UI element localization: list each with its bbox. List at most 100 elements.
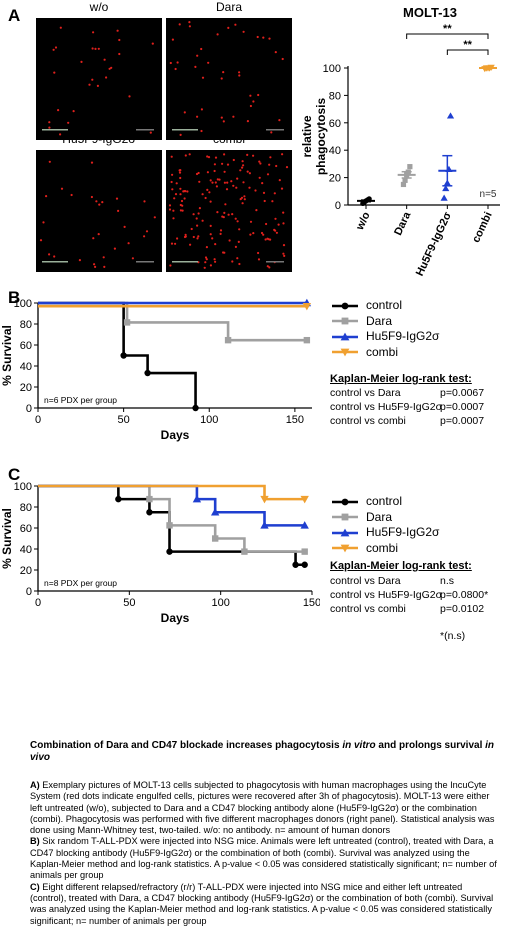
engulfed-cell-dot — [153, 216, 156, 219]
engulfed-cell-dot — [242, 181, 245, 184]
phagocytosis-chart: MOLT-13 0 20 40 60 80 100 relativephagocytosis w… — [300, 5, 500, 278]
legend-swatch — [332, 544, 358, 553]
engulfed-cell-dot — [236, 220, 239, 223]
km-xlabel: Days — [161, 611, 190, 625]
caption-a-label: A) — [30, 780, 40, 790]
legend-label: Hu5F9-IgG2σ — [366, 525, 440, 539]
legend-label: combi — [366, 344, 399, 359]
engulfed-cell-dot — [224, 203, 227, 206]
engulfed-cell-dot — [149, 131, 152, 134]
engulfed-cell-dot — [103, 265, 106, 268]
engulfed-cell-dot — [234, 23, 237, 26]
engulfed-cell-dot — [205, 246, 208, 249]
engulfed-cell-dot — [255, 209, 258, 212]
engulfed-cell-dot — [184, 233, 187, 236]
chart-a-xtick-label: w/o — [354, 210, 373, 233]
engulfed-cell-dot — [151, 42, 154, 45]
engulfed-cell-dot — [94, 47, 97, 50]
engulfed-cell-dot — [168, 204, 172, 207]
km-ytick-label: 20 — [20, 565, 32, 577]
engulfed-cell-dot — [257, 258, 261, 261]
engulfed-cell-dot — [196, 224, 199, 227]
legend-swatch — [332, 513, 358, 521]
engulfed-cell-dot — [183, 111, 186, 114]
chart-a-point — [442, 184, 450, 192]
engulfed-cell-dot — [278, 179, 281, 182]
caption-c-label: C) — [30, 881, 40, 892]
engulfed-cell-dot — [206, 188, 209, 191]
engulfed-cell-dot — [91, 78, 94, 81]
scale-bar — [172, 129, 198, 131]
engulfed-cell-dot — [260, 231, 264, 235]
engulfed-cell-dot — [90, 161, 94, 164]
km-marker — [301, 561, 308, 568]
engulfed-cell-dot — [246, 170, 249, 173]
engulfed-cell-dot — [282, 211, 285, 214]
engulfed-cell-dot — [97, 47, 100, 50]
engulfed-cell-dot — [48, 253, 51, 256]
km-marker — [120, 352, 127, 359]
km-comparison: control vs combi — [330, 603, 406, 615]
engulfed-cell-dot — [249, 220, 253, 223]
chart-a-ylabel: relativephagocytosis — [300, 98, 328, 176]
engulfed-cell-dot — [80, 60, 83, 64]
engulfed-cell-dot — [45, 195, 48, 198]
engulfed-cell-dot — [197, 171, 200, 175]
chart-a-ytick-label: 80 — [329, 90, 341, 102]
engulfed-cell-dot — [235, 186, 238, 189]
km-note: n=6 PDX per group — [44, 395, 117, 405]
km-ytick-label: 100 — [14, 481, 32, 493]
engulfed-cell-dot — [57, 109, 60, 112]
engulfed-cell-dot — [181, 209, 184, 212]
engulfed-cell-dot — [221, 215, 224, 218]
engulfed-cell-dot — [39, 239, 43, 242]
engulfed-cell-dot — [218, 178, 221, 181]
km-marker — [300, 521, 309, 529]
engulfed-cell-dot — [67, 121, 70, 124]
micrograph-combi-label: combi — [212, 132, 245, 146]
engulfed-cell-dot — [206, 171, 209, 174]
engulfed-cell-dot — [52, 48, 55, 51]
km-p-value: p=0.0007 — [440, 401, 485, 413]
engulfed-cell-dot — [232, 158, 235, 162]
engulfed-cell-dot — [238, 228, 241, 231]
caption-b-text: Six random T-ALL-PDX were injected into … — [30, 836, 497, 881]
engulfed-cell-dot — [178, 23, 181, 26]
engulfed-cell-dot — [96, 84, 99, 87]
km-comparison: control vs Dara — [330, 575, 401, 587]
km-marker — [303, 336, 311, 344]
legend-swatch — [332, 317, 358, 325]
km-line-dara — [38, 301, 307, 342]
engulfed-cell-dot — [59, 133, 62, 136]
engulfed-cell-dot — [241, 160, 244, 163]
engulfed-cell-dot — [101, 201, 104, 204]
engulfed-cell-dot — [277, 223, 280, 226]
engulfed-cell-dot — [227, 213, 230, 216]
legend-item: control — [330, 494, 402, 508]
panel-c-letter: C — [8, 465, 21, 484]
engulfed-cell-dot — [208, 191, 211, 194]
legend-item: combi — [330, 345, 398, 359]
legend-swatch — [332, 302, 358, 310]
km-marker — [192, 494, 202, 503]
engulfed-cell-dot — [102, 256, 105, 259]
timestamp-mark — [136, 129, 154, 131]
engulfed-cell-dot — [59, 26, 62, 29]
engulfed-cell-dot — [209, 264, 212, 267]
engulfed-cell-dot — [266, 265, 269, 268]
engulfed-cell-dot — [223, 181, 226, 184]
engulfed-cell-dot — [196, 115, 199, 118]
engulfed-cell-dot — [195, 172, 199, 176]
chart-a-point — [400, 181, 407, 188]
engulfed-cell-dot — [188, 153, 191, 156]
km-xtick-label: 100 — [200, 414, 218, 426]
engulfed-cell-dot — [70, 193, 73, 197]
engulfed-cell-dot — [97, 233, 100, 236]
engulfed-cell-dot — [274, 51, 277, 54]
engulfed-cell-dot — [252, 100, 255, 103]
engulfed-cell-dot — [201, 219, 204, 222]
engulfed-cell-dot — [113, 247, 116, 250]
engulfed-cell-dot — [192, 213, 195, 216]
engulfed-cell-dot — [201, 193, 204, 196]
engulfed-cell-dot — [221, 162, 224, 165]
